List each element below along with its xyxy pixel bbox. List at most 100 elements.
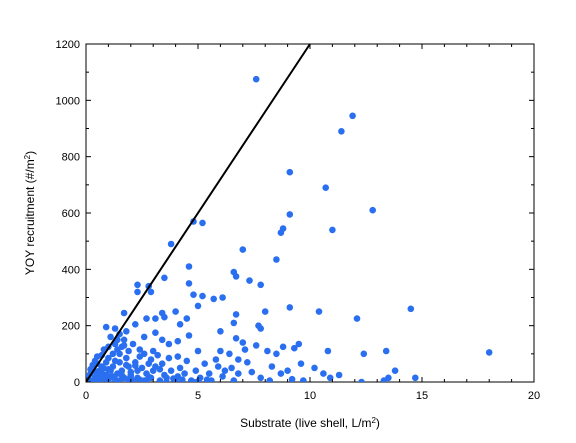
data-point bbox=[221, 367, 229, 375]
data-point bbox=[194, 347, 202, 355]
data-point bbox=[349, 112, 356, 120]
data-point bbox=[152, 315, 159, 322]
data-point bbox=[190, 378, 197, 382]
data-point bbox=[232, 311, 240, 318]
data-point bbox=[407, 305, 415, 313]
data-point bbox=[295, 340, 303, 348]
data-point bbox=[201, 360, 208, 368]
data-point bbox=[315, 308, 323, 315]
data-point bbox=[98, 370, 105, 377]
data-point bbox=[107, 373, 114, 381]
data-point bbox=[176, 321, 184, 328]
data-point bbox=[167, 240, 175, 248]
data-point bbox=[123, 328, 130, 335]
data-point bbox=[100, 365, 108, 372]
data-point bbox=[353, 315, 361, 322]
data-point bbox=[107, 333, 114, 341]
data-point bbox=[219, 373, 226, 380]
data-point bbox=[127, 372, 135, 380]
data-point bbox=[118, 371, 126, 379]
y-tick-label: 1000 bbox=[56, 95, 80, 107]
data-point bbox=[120, 336, 128, 344]
data-point bbox=[158, 360, 166, 368]
data-point bbox=[134, 367, 141, 375]
points-group bbox=[86, 43, 493, 382]
data-point bbox=[338, 128, 345, 135]
y-axis-title-main: YOY recruitment (#/m bbox=[23, 159, 37, 275]
data-point bbox=[268, 363, 276, 370]
y-tick-label: 800 bbox=[62, 152, 80, 164]
data-point bbox=[214, 363, 222, 370]
data-point bbox=[156, 377, 164, 382]
data-point bbox=[266, 377, 273, 382]
data-point bbox=[320, 370, 327, 377]
y-tick-label: 600 bbox=[62, 208, 80, 220]
data-point bbox=[161, 313, 168, 321]
data-point bbox=[232, 273, 240, 280]
x-axis-title-main: Substrate (live shell, L/m bbox=[240, 416, 371, 430]
data-point bbox=[228, 364, 235, 372]
data-point bbox=[185, 280, 193, 287]
data-point bbox=[297, 360, 305, 368]
data-point bbox=[143, 315, 150, 322]
data-point bbox=[111, 357, 119, 365]
data-point bbox=[109, 350, 117, 358]
data-point bbox=[358, 378, 365, 382]
reference-line bbox=[86, 43, 311, 382]
data-point bbox=[226, 350, 233, 358]
data-point bbox=[170, 375, 177, 382]
data-point bbox=[322, 184, 330, 191]
data-point bbox=[134, 288, 141, 296]
data-point bbox=[179, 376, 186, 382]
data-point bbox=[165, 354, 173, 362]
data-point bbox=[123, 361, 130, 369]
data-point bbox=[239, 246, 247, 253]
data-point bbox=[391, 367, 399, 375]
data-point bbox=[380, 377, 388, 382]
data-point bbox=[132, 321, 139, 328]
data-point bbox=[239, 339, 247, 346]
data-point bbox=[136, 353, 144, 360]
data-point bbox=[136, 376, 144, 382]
data-point bbox=[176, 364, 184, 372]
data-point bbox=[257, 325, 265, 332]
x-tick-label: 5 bbox=[195, 390, 201, 402]
data-point bbox=[174, 337, 182, 345]
data-point bbox=[143, 378, 150, 382]
data-point bbox=[156, 366, 164, 373]
data-point bbox=[335, 371, 343, 379]
data-point bbox=[181, 370, 188, 377]
data-point bbox=[261, 308, 269, 315]
data-point bbox=[324, 347, 332, 355]
data-point bbox=[382, 347, 390, 355]
data-point bbox=[326, 374, 334, 382]
data-point bbox=[241, 346, 249, 353]
data-point bbox=[329, 226, 336, 234]
data-point bbox=[217, 347, 224, 355]
x-tick-label: 20 bbox=[528, 390, 540, 402]
data-point bbox=[277, 370, 285, 377]
data-point bbox=[205, 370, 213, 377]
data-point bbox=[192, 367, 200, 375]
data-point bbox=[194, 302, 202, 310]
data-point bbox=[273, 256, 280, 263]
data-point bbox=[152, 329, 159, 337]
data-point bbox=[120, 309, 128, 317]
data-point bbox=[288, 375, 296, 382]
data-point bbox=[244, 359, 251, 366]
data-point bbox=[291, 344, 298, 352]
y-tick-label: 400 bbox=[62, 264, 80, 276]
data-point bbox=[248, 368, 256, 376]
data-point bbox=[360, 350, 368, 358]
y-axis-title: YOY recruitment (#/m2) bbox=[23, 151, 38, 275]
data-point bbox=[185, 332, 193, 339]
data-point bbox=[190, 291, 197, 299]
data-point bbox=[311, 364, 318, 372]
data-point bbox=[246, 277, 253, 284]
data-point bbox=[149, 367, 157, 375]
x-axis-title: Substrate (live shell, L/m2) bbox=[240, 416, 380, 431]
data-point bbox=[230, 319, 238, 327]
data-point bbox=[154, 351, 161, 359]
data-point bbox=[412, 374, 419, 382]
